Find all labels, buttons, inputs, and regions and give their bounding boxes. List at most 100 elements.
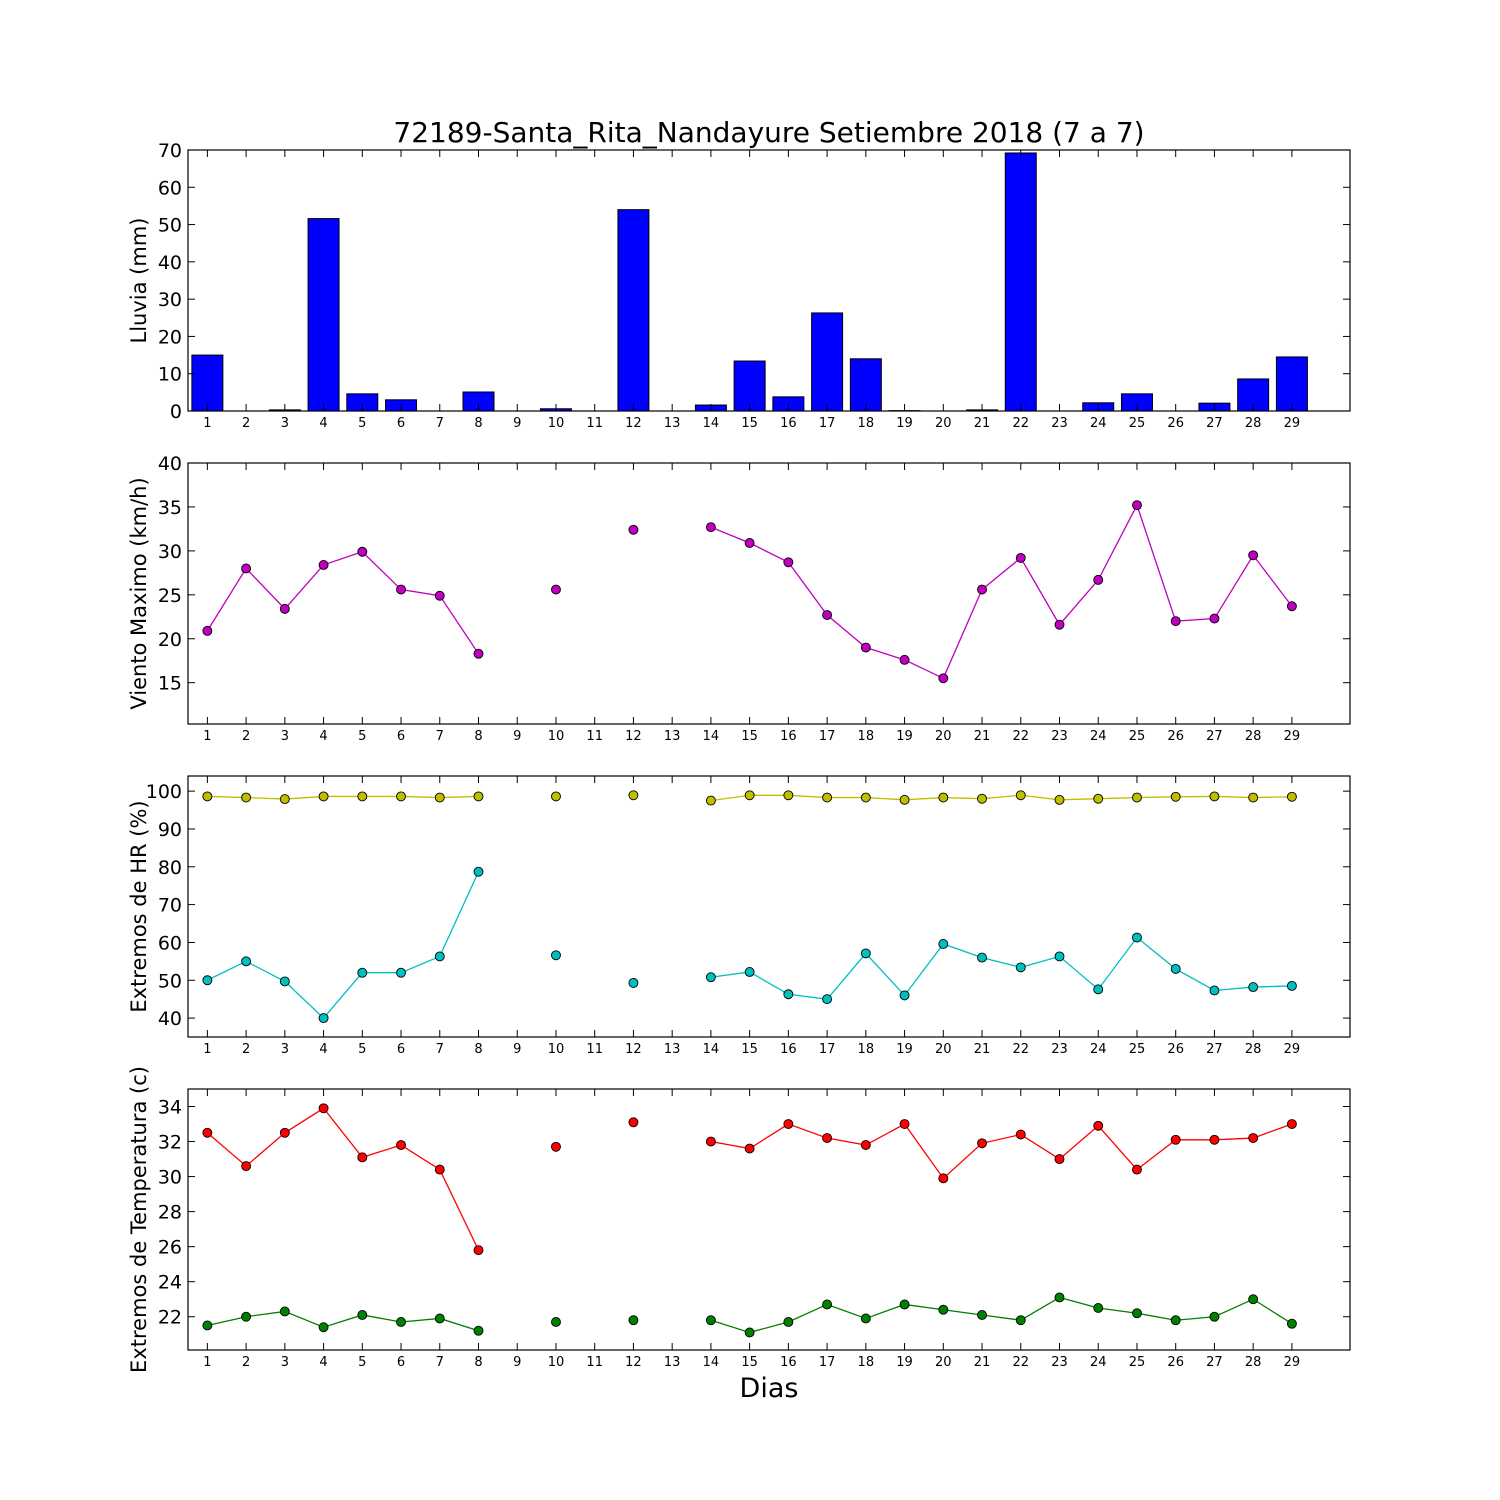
x-tick-label: 17 bbox=[819, 1042, 836, 1057]
series-1-point-day-5 bbox=[357, 546, 368, 557]
series-2-point-day-2 bbox=[241, 1311, 252, 1322]
series-1-point-day-4 bbox=[318, 791, 329, 802]
series-1-point-day-7 bbox=[434, 1164, 445, 1175]
x-tick-label: 9 bbox=[513, 416, 521, 431]
series-1-point-day-2 bbox=[241, 563, 252, 574]
y-tick-label: 30 bbox=[158, 1167, 182, 1189]
x-tick-label: 13 bbox=[664, 416, 681, 431]
series-2-point-day-7 bbox=[434, 1313, 445, 1324]
x-tick-label: 10 bbox=[548, 1355, 565, 1370]
series-1-point-day-8 bbox=[473, 648, 484, 659]
series-2-point-day-14 bbox=[705, 1315, 716, 1326]
series-2-point-day-17 bbox=[822, 1299, 833, 1310]
series-1-point-day-22 bbox=[1015, 790, 1026, 801]
series-1-point-day-20 bbox=[938, 1173, 949, 1184]
series-2-point-day-22 bbox=[1015, 962, 1026, 973]
panel-2: 1 2 3 4 5 6 7 8 9 10 11 12 13 14 15 16 17 18 19 20 21 22 23 24 2… bbox=[127, 453, 1351, 744]
y-tick-label: 30 bbox=[158, 289, 182, 311]
x-axis-label: Dias bbox=[740, 1373, 799, 1404]
y-tick-label: 60 bbox=[158, 177, 182, 199]
series-1-point-day-29 bbox=[1286, 601, 1297, 612]
series-1-point-day-23 bbox=[1054, 794, 1065, 805]
y-tick-label: 50 bbox=[158, 970, 182, 992]
series-2-point-day-12 bbox=[628, 977, 639, 988]
series-1-point-day-17 bbox=[822, 1133, 833, 1144]
x-tick-label: 25 bbox=[1129, 729, 1146, 744]
x-tick-label: 12 bbox=[625, 1355, 642, 1370]
series-1-point-day-28 bbox=[1248, 1133, 1259, 1144]
series-2-point-day-29 bbox=[1286, 980, 1297, 991]
series-2-point-day-15 bbox=[744, 1327, 755, 1338]
series-1-point-day-17 bbox=[822, 792, 833, 803]
x-tick-label: 24 bbox=[1090, 729, 1107, 744]
series-1-point-day-26 bbox=[1170, 1134, 1181, 1145]
series-1-point-day-3 bbox=[279, 794, 290, 805]
x-tick-label: 16 bbox=[780, 1355, 797, 1370]
x-tick-label: 22 bbox=[1012, 1355, 1029, 1370]
y-tick-label: 35 bbox=[158, 497, 182, 519]
series-1-point-day-15 bbox=[744, 1143, 755, 1154]
x-tick-label: 14 bbox=[703, 1042, 720, 1057]
y-tick-label: 22 bbox=[158, 1307, 182, 1329]
x-tick-label: 11 bbox=[586, 1042, 603, 1057]
series-1-point-day-15 bbox=[744, 538, 755, 548]
series-1-line-segment-4 bbox=[710, 1123, 1293, 1180]
x-tick-label: 8 bbox=[474, 1042, 482, 1057]
x-tick-label: 9 bbox=[513, 729, 521, 744]
series-1-point-day-6 bbox=[396, 584, 406, 595]
series-1-point-day-17 bbox=[822, 610, 833, 620]
series-1-point-day-4 bbox=[318, 559, 329, 570]
x-tick-label: 13 bbox=[664, 1042, 681, 1057]
x-tick-label: 27 bbox=[1206, 416, 1223, 431]
series-1-point-day-23 bbox=[1054, 1154, 1065, 1165]
bar-day-22 bbox=[1004, 152, 1037, 412]
x-tick-label: 16 bbox=[780, 416, 797, 431]
series-2-point-day-18 bbox=[860, 948, 871, 959]
panel-2-y-axis-label: Viento Maximo (km/h) bbox=[127, 477, 151, 709]
x-tick-label: 10 bbox=[548, 729, 565, 744]
bar-day-18 bbox=[849, 358, 882, 412]
x-tick-label: 11 bbox=[586, 729, 603, 744]
series-1-point-day-12 bbox=[628, 790, 639, 801]
series-2-point-day-14 bbox=[705, 972, 716, 983]
series-1-point-day-4 bbox=[318, 1103, 329, 1114]
series-1-line-segment-1 bbox=[206, 551, 480, 655]
x-tick-label: 29 bbox=[1284, 729, 1301, 744]
x-tick-label: 1 bbox=[203, 729, 211, 744]
x-tick-label: 6 bbox=[397, 729, 405, 744]
series-1-point-day-21 bbox=[977, 584, 987, 595]
x-tick-label: 14 bbox=[703, 729, 720, 744]
series-1-point-day-2 bbox=[241, 1161, 252, 1172]
x-tick-label: 17 bbox=[819, 416, 836, 431]
x-tick-label: 19 bbox=[896, 416, 913, 431]
x-tick-label: 19 bbox=[896, 1042, 913, 1057]
series-2-point-day-28 bbox=[1248, 1294, 1259, 1305]
series-1-point-day-24 bbox=[1093, 793, 1104, 804]
series-1-point-day-19 bbox=[899, 1119, 910, 1129]
series-1-point-day-25 bbox=[1132, 792, 1142, 803]
series-1-point-day-24 bbox=[1093, 574, 1104, 585]
y-tick-label: 24 bbox=[158, 1272, 182, 1294]
x-tick-label: 7 bbox=[436, 416, 444, 431]
x-tick-label: 18 bbox=[858, 1355, 875, 1370]
x-tick-label: 29 bbox=[1284, 1355, 1301, 1370]
x-tick-label: 23 bbox=[1051, 1355, 1068, 1370]
series-1-point-day-15 bbox=[744, 790, 755, 801]
series-1-point-day-3 bbox=[279, 1127, 290, 1138]
x-tick-label: 26 bbox=[1167, 1042, 1184, 1057]
x-tick-label: 8 bbox=[474, 1355, 482, 1370]
x-tick-label: 19 bbox=[896, 1355, 913, 1370]
series-2-line-segment-4 bbox=[710, 1296, 1293, 1334]
series-1-point-day-8 bbox=[473, 791, 484, 802]
x-tick-label: 4 bbox=[319, 1042, 327, 1057]
x-tick-label: 8 bbox=[474, 729, 482, 744]
series-2-point-day-15 bbox=[744, 966, 755, 977]
y-tick-label: 34 bbox=[158, 1097, 182, 1119]
panel-1-frame bbox=[187, 149, 1351, 412]
panel-4-y-axis-label: Extremos de Temperatura (c) bbox=[127, 1066, 151, 1373]
panel-1: 1 2 3 4 5 6 7 8 9 10 11 12 13 14 15 16 17 18 19 20 21 22 23 24 2… bbox=[127, 140, 1351, 431]
series-2-point-day-25 bbox=[1132, 1308, 1142, 1319]
series-2-point-day-19 bbox=[899, 990, 910, 1001]
y-tick-label: 100 bbox=[146, 781, 182, 803]
series-1-point-day-8 bbox=[473, 1245, 484, 1256]
